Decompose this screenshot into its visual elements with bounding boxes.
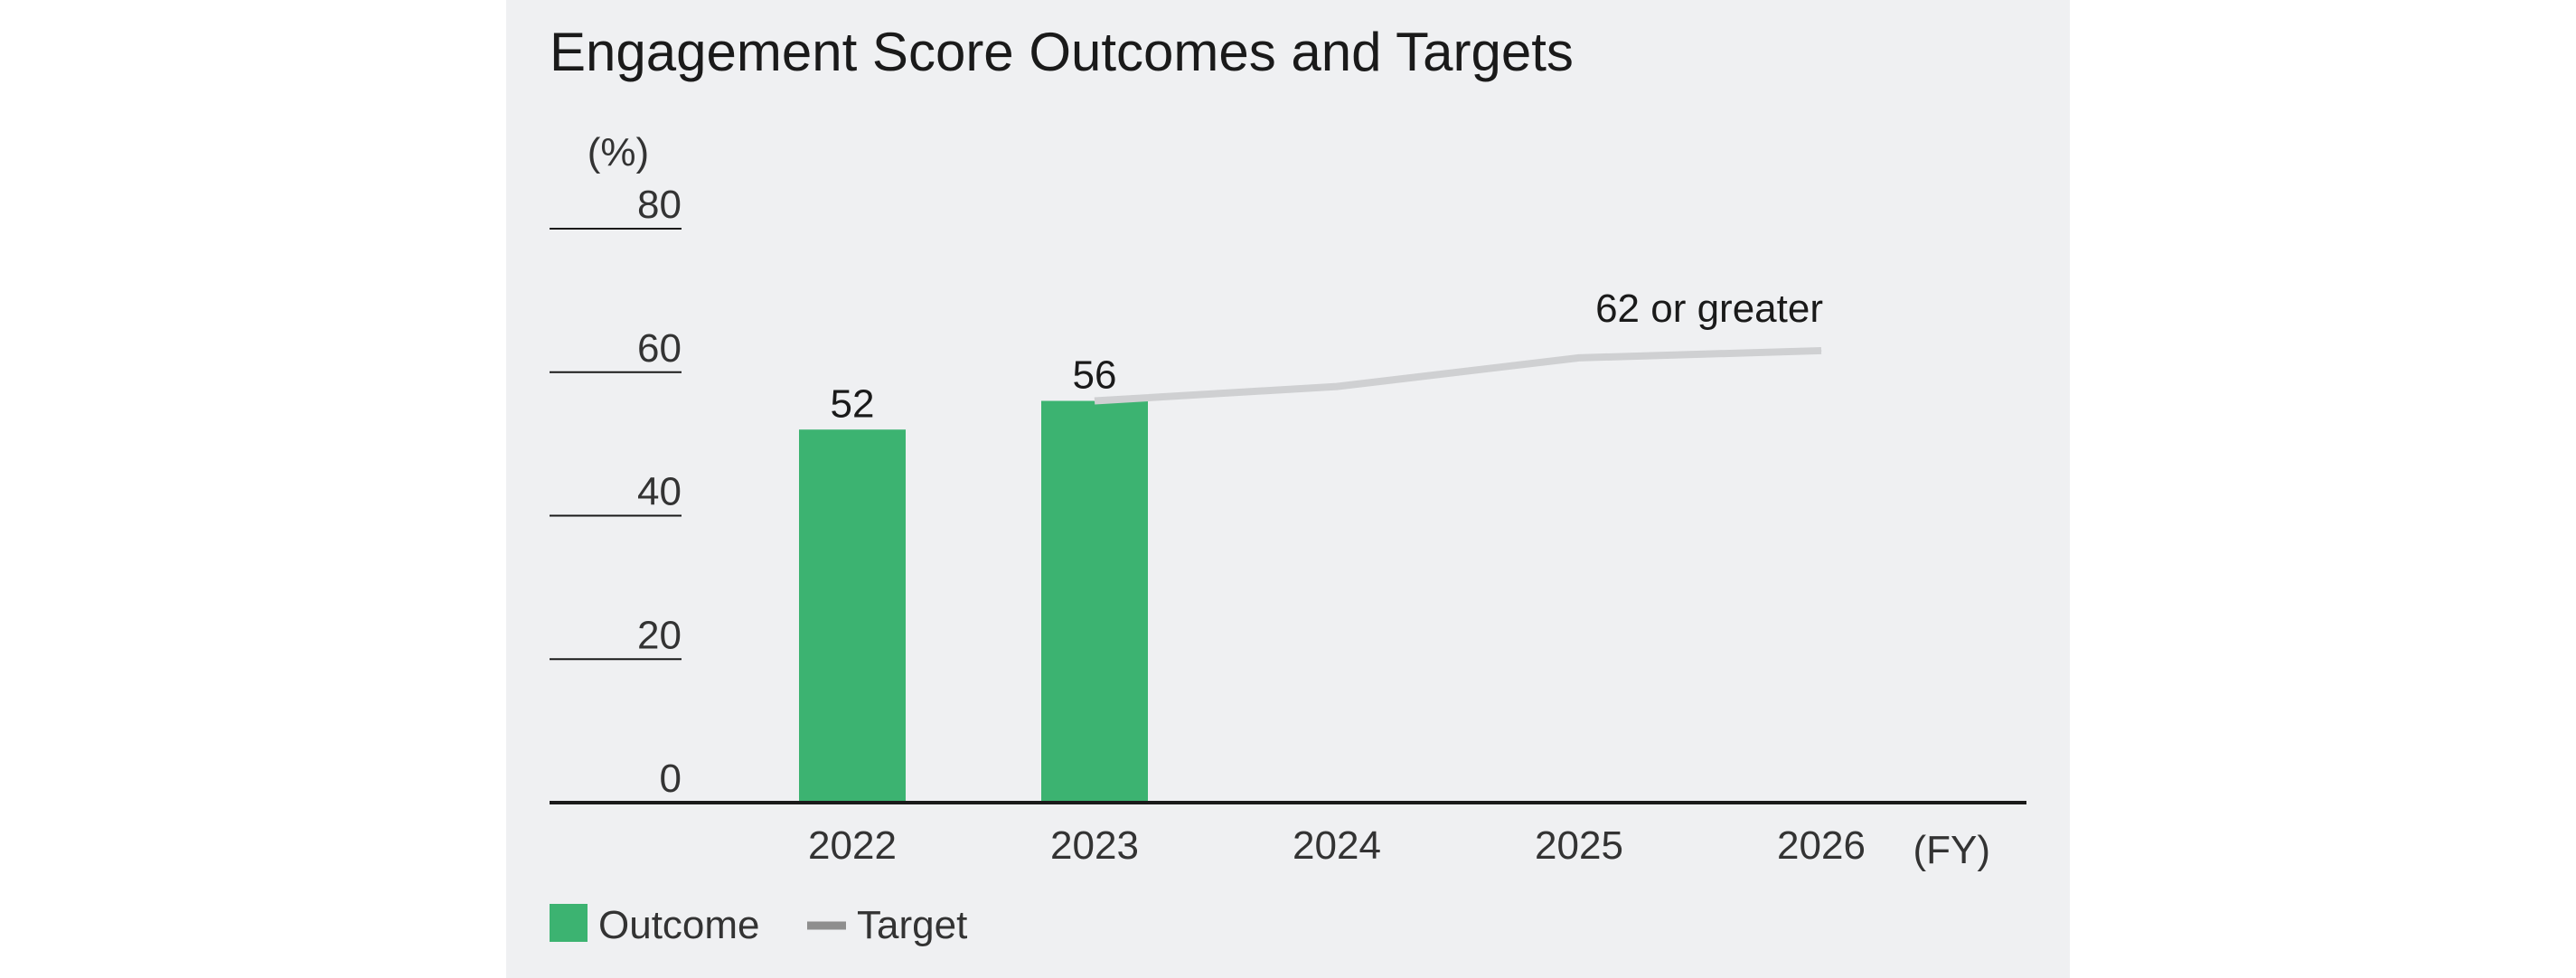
target-line-group: 62 or greater (1094, 287, 1823, 405)
chart-title: Engagement Score Outcomes and Targets (550, 22, 1574, 82)
chart: Engagement Score Outcomes and Targets (%… (550, 22, 2026, 947)
x-tick-label: 2024 (1293, 823, 1381, 868)
target-point (1336, 386, 1338, 388)
y-tick-label: 40 (637, 470, 682, 514)
x-tick-label: 2026 (1777, 823, 1866, 868)
y-tick-label: 20 (637, 613, 682, 657)
data-label-2022: 52 (831, 381, 875, 426)
bar-2023 (1041, 400, 1148, 803)
y-tick-label: 0 (660, 757, 682, 801)
data-label-2023: 56 (1073, 353, 1117, 398)
chart-panel: Engagement Score Outcomes and Targets (%… (506, 0, 2070, 978)
x-axis-label: (FY) (1913, 828, 1990, 872)
legend-swatch-outcome (550, 904, 588, 942)
legend-label-target: Target (857, 903, 967, 947)
target-line (1094, 346, 1822, 405)
x-axis-ticks: 2022 2023 2024 2025 2026 (808, 823, 1866, 868)
outcome-bars: 52 56 (799, 353, 1148, 803)
target-point (1578, 357, 1580, 359)
legend-label-outcome: Outcome (598, 903, 760, 947)
target-point (1820, 350, 1822, 352)
y-tick-label: 80 (637, 183, 682, 227)
x-tick-label: 2025 (1535, 823, 1623, 868)
bar-2022 (799, 429, 906, 803)
target-annotation: 62 or greater (1595, 287, 1823, 331)
y-axis-ticks: 0 20 40 60 80 (550, 183, 682, 801)
x-tick-label: 2023 (1050, 823, 1139, 868)
y-axis-label: (%) (588, 130, 649, 174)
x-tick-label: 2022 (808, 823, 897, 868)
y-tick-label: 60 (637, 326, 682, 371)
